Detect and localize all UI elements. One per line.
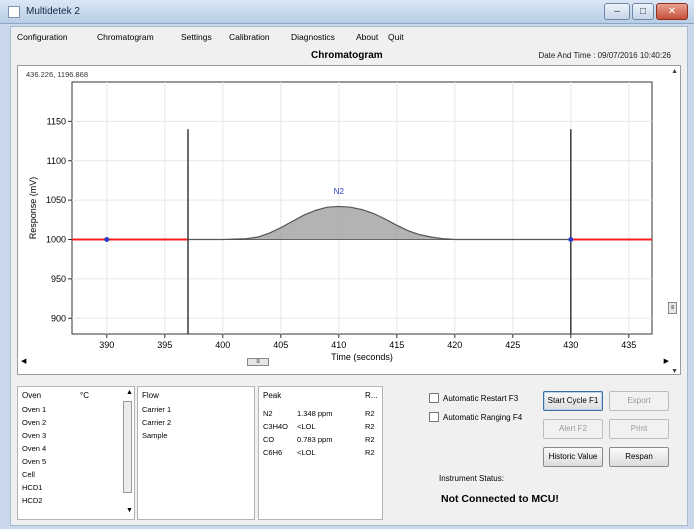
cursor-coordinate-readout: 436.226, 1196.868 <box>26 70 89 79</box>
peak-area <box>176 206 571 240</box>
auto-restart-label: Automatic Restart F3 <box>443 394 519 403</box>
window-titlebar: Multidetek 2 – □ ✕ <box>0 0 694 24</box>
peak-range-cell: R2 <box>365 422 375 431</box>
menu-calibration[interactable]: Calibration <box>229 32 270 42</box>
range-header: R... <box>365 391 378 400</box>
menu-about[interactable]: About <box>356 32 379 42</box>
menu-configuration[interactable]: Configuration <box>17 32 68 42</box>
horizontal-scroll-thumb[interactable]: ≡ <box>247 358 269 366</box>
peak-range-cell: R2 <box>365 435 375 444</box>
instrument-status-label: Instrument Status: <box>439 474 504 483</box>
minimize-icon[interactable]: – <box>604 3 630 20</box>
temperature-header: °C <box>80 391 89 400</box>
auto-restart-checkbox[interactable] <box>429 393 439 403</box>
peak-value-cell: 1.348 ppm <box>297 409 333 418</box>
x-tick-label: 430 <box>563 340 578 350</box>
oven-row-label: Oven 4 <box>22 444 47 453</box>
auto-ranging-label: Automatic Ranging F4 <box>443 413 523 422</box>
auto-ranging-checkbox[interactable] <box>429 412 439 422</box>
x-tick-label: 405 <box>273 340 288 350</box>
chromatogram-panel: 436.226, 1196.868 390 395 400 405 410 415 420 4… <box>17 65 681 375</box>
x-tick-label: 395 <box>157 340 172 350</box>
peak-value-cell: <LOL <box>297 448 316 457</box>
plot-area <box>71 81 653 335</box>
x-axis-label: Time (seconds) <box>331 352 393 362</box>
x-tick-label: 435 <box>621 340 636 350</box>
oven-row-label: Oven 2 <box>22 418 47 427</box>
oven-row-label: Oven 5 <box>22 457 47 466</box>
instrument-status-value: Not Connected to MCU! <box>441 493 559 505</box>
oven-row-label: Oven 1 <box>22 405 47 414</box>
flow-row-label: Carrier 1 <box>142 405 172 414</box>
peak-value-cell: 0.783 ppm <box>297 435 333 444</box>
flow-panel: Flow Carrier 1 Carrier 2 Sample <box>137 386 255 520</box>
start-cycle-button[interactable]: Start Cycle F1 <box>543 391 603 411</box>
scroll-right-icon[interactable]: ▶ <box>663 358 669 365</box>
peak-range-cell: R2 <box>365 448 375 457</box>
menu-settings[interactable]: Settings <box>181 32 212 42</box>
date-time-readout: Date And Time : 09/07/2016 10:40:26 <box>538 51 671 60</box>
scroll-up-icon[interactable]: ▲ <box>671 68 678 75</box>
peak-header: Peak <box>263 391 282 400</box>
oven-panel: Oven °C Oven 1 Oven 2 Oven 3 Oven 4 Oven 5 Ce… <box>17 386 135 520</box>
close-icon[interactable]: ✕ <box>656 3 688 20</box>
window-title: Multidetek 2 <box>26 6 80 17</box>
menu-chromatogram[interactable]: Chromatogram <box>97 32 154 42</box>
app-icon <box>8 6 20 18</box>
chromatogram-chart[interactable]: 390 395 400 405 410 415 420 425 430 435 900 950 1000… <box>18 66 668 394</box>
auto-ranging-option[interactable]: Automatic Ranging F4 <box>429 412 522 422</box>
x-tick-label: 420 <box>447 340 462 350</box>
x-tick-label: 410 <box>331 340 346 350</box>
menu-bar: Configuration Chromatogram Settings Cali… <box>11 27 687 47</box>
oven-scroll-up-icon[interactable]: ▲ <box>126 389 133 396</box>
flow-row-label: Sample <box>142 431 168 440</box>
peak-name-cell: C3H4O <box>263 422 289 431</box>
oven-row-label: Oven 3 <box>22 431 47 440</box>
x-tick-label: 400 <box>215 340 230 350</box>
y-tick-label: 1100 <box>47 156 66 166</box>
oven-scroll-down-icon[interactable]: ▼ <box>126 507 133 514</box>
y-tick-label: 1150 <box>47 116 66 126</box>
maximize-icon[interactable]: □ <box>632 3 654 20</box>
export-button[interactable]: Export <box>609 391 669 411</box>
app-body: Configuration Chromatogram Settings Cali… <box>10 26 688 526</box>
respan-button[interactable]: Respan <box>609 447 669 467</box>
peak-range-cell: R2 <box>365 409 375 418</box>
x-tick-label: 425 <box>505 340 520 350</box>
chromatogram-curve <box>176 205 571 241</box>
oven-row-label: HCD1 <box>22 483 43 492</box>
peak-name-cell: C6H6 <box>263 448 283 457</box>
vertical-scroll-thumb[interactable]: ≡ <box>668 302 677 314</box>
oven-scroll-thumb[interactable] <box>123 401 132 493</box>
peak-annotation: N2 <box>334 187 345 196</box>
y-axis-label: Response (mV) <box>28 177 38 240</box>
auto-restart-option[interactable]: Automatic Restart F3 <box>429 393 518 403</box>
menu-quit[interactable]: Quit <box>388 32 404 42</box>
alert-button[interactable]: Alert F2 <box>543 419 603 439</box>
y-tick-label: 1000 <box>46 235 66 245</box>
chart-heading: Chromatogram <box>311 50 383 61</box>
horizontal-scrollbar[interactable]: ◀ ≡ ▶ <box>21 357 669 367</box>
x-tick-label: 390 <box>99 340 114 350</box>
scroll-left-icon[interactable]: ◀ <box>21 358 27 365</box>
y-tick-label: 1050 <box>46 195 66 205</box>
scroll-down-icon[interactable]: ▼ <box>671 368 678 375</box>
y-tick-label: 900 <box>51 313 66 323</box>
peak-name-cell: N2 <box>263 409 273 418</box>
data-marker <box>568 237 574 242</box>
historic-value-button[interactable]: Historic Value <box>543 447 603 467</box>
data-marker <box>104 237 110 242</box>
flow-header: Flow <box>142 391 159 400</box>
peak-value-cell: <LOL <box>297 422 316 431</box>
x-tick-label: 415 <box>389 340 404 350</box>
peak-panel: Peak R... N2 1.348 ppm R2 C3H4O <LOL R2 CO 0.78… <box>258 386 383 520</box>
print-button[interactable]: Print <box>609 419 669 439</box>
oven-row-label: Cell <box>22 470 35 479</box>
y-tick-label: 950 <box>51 274 66 284</box>
oven-row-label: HCD2 <box>22 496 43 505</box>
peak-name-cell: CO <box>263 435 275 444</box>
flow-row-label: Carrier 2 <box>142 418 172 427</box>
oven-header: Oven <box>22 391 42 400</box>
menu-diagnostics[interactable]: Diagnostics <box>291 32 335 42</box>
